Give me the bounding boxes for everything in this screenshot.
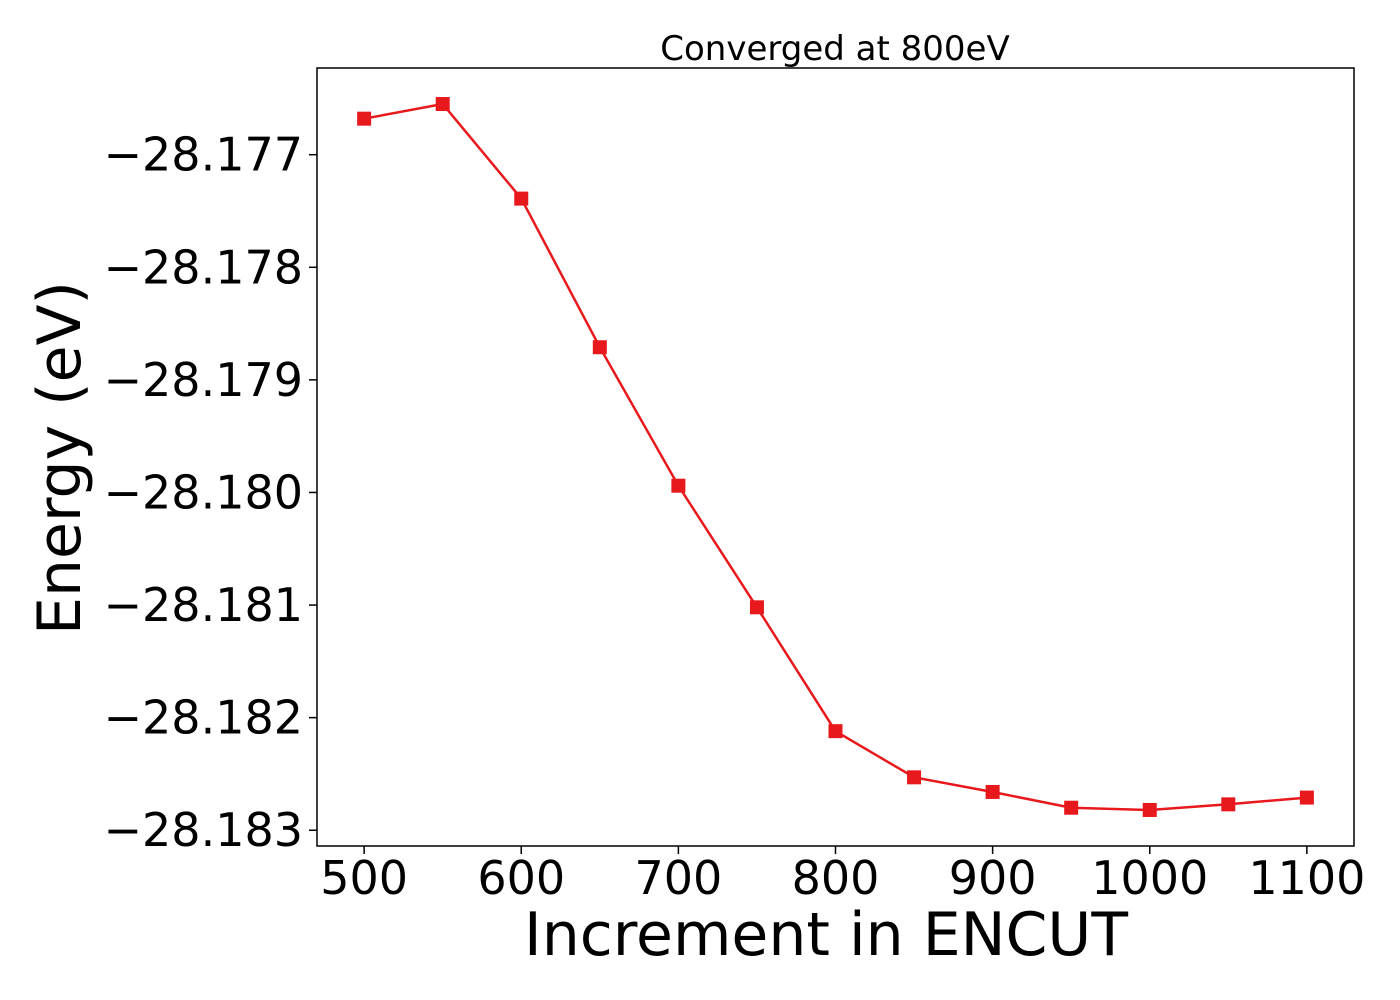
- data-point-marker: [749, 600, 764, 615]
- x-tick-label: 700: [634, 851, 722, 905]
- ticks-layer: 500 600 700 800 900 1000 1100 −28.177 −28.178 −28…: [104, 128, 1366, 905]
- data-point-marker: [592, 340, 607, 355]
- x-tick-label: 900: [949, 851, 1037, 905]
- x-tick-label: 1100: [1248, 851, 1365, 905]
- y-tick-label: −28.177: [104, 128, 304, 182]
- y-axis-label: Energy (eV): [25, 281, 95, 635]
- data-point-marker: [357, 111, 372, 126]
- y-tick-label: −28.183: [104, 803, 304, 857]
- y-tick-label: −28.179: [104, 353, 304, 407]
- data-point-marker: [1299, 790, 1314, 805]
- x-axis-label: Increment in ENCUT: [524, 900, 1128, 970]
- data-point-marker: [514, 191, 529, 206]
- data-point-marker: [1142, 802, 1157, 817]
- data-point-marker: [1064, 800, 1079, 815]
- data-point-marker: [435, 97, 450, 112]
- series-layer: [357, 97, 1314, 817]
- data-point-marker: [828, 724, 843, 739]
- x-tick-label: 1000: [1091, 851, 1208, 905]
- y-tick-label: −28.180: [104, 465, 304, 519]
- series-line: [363, 102, 1308, 812]
- data-point-marker: [985, 784, 1000, 799]
- data-point-marker: [671, 478, 686, 493]
- y-tick-label: −28.182: [104, 691, 304, 745]
- chart-title: Converged at 800eV: [660, 29, 1009, 69]
- plot-frame: [316, 67, 1355, 847]
- x-tick-label: 600: [477, 851, 565, 905]
- x-tick-label: 800: [792, 851, 880, 905]
- y-tick-label: −28.178: [104, 240, 304, 294]
- y-tick-label: −28.181: [104, 578, 304, 632]
- data-point-marker: [1221, 797, 1236, 812]
- data-point-marker: [907, 770, 922, 785]
- x-tick-label: 500: [320, 851, 408, 905]
